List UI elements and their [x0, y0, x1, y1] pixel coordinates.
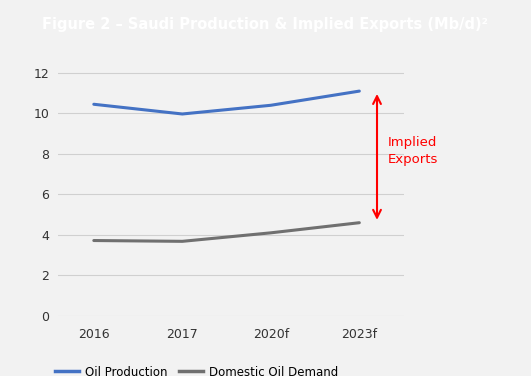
Text: Figure 2 – Saudi Production & Implied Exports (Mb/d)²: Figure 2 – Saudi Production & Implied Ex… [42, 17, 489, 32]
Text: Implied
Exports: Implied Exports [388, 136, 438, 166]
Legend: Oil Production, Domestic Oil Demand: Oil Production, Domestic Oil Demand [50, 361, 342, 376]
